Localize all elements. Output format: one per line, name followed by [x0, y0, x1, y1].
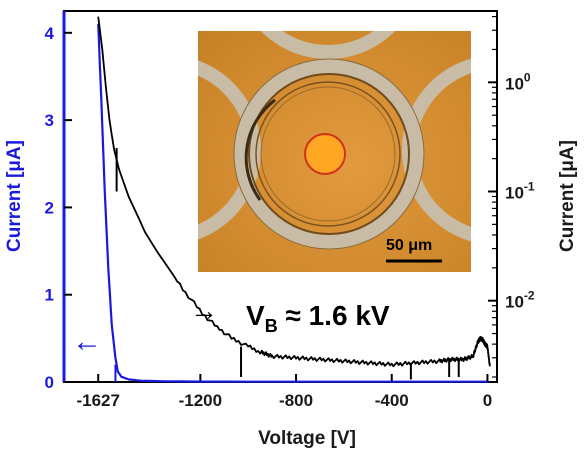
y-left-tick-label: 4 — [45, 24, 55, 43]
right-axis-arrow: → — [190, 295, 218, 326]
breakdown-voltage-label: VB ≈ 1.6 kV — [246, 300, 390, 336]
x-tick-label: -400 — [375, 391, 409, 410]
y-axis-left: 0 1 2 3 4 — [45, 24, 72, 392]
inset-scale-label: 50 μm — [386, 237, 432, 254]
left-axis-arrow: ← — [72, 325, 102, 358]
inset-center-dot — [304, 133, 346, 175]
inset-micrograph: 50 μm — [198, 31, 471, 272]
inset-ring-top — [260, 31, 396, 59]
inset-ring-outer-edge — [233, 58, 425, 250]
inset-ring-inner-2 — [260, 86, 396, 222]
inset-shadow-arc — [244, 98, 276, 201]
svg-text:VB ≈ 1.6 kV: VB ≈ 1.6 kV — [246, 300, 390, 336]
y-left-tick-label: 3 — [45, 111, 54, 130]
x-tick-label: 0 — [483, 391, 492, 410]
y-right-tick-label: 10-1 — [505, 180, 535, 203]
series-line-log — [97, 16, 491, 368]
x-axis-title: Voltage [V] — [258, 428, 356, 449]
y-axis-right: 10-2 10-1 100 — [488, 15, 535, 378]
inset-ring-inner-edge — [248, 73, 410, 235]
x-tick-label: -1627 — [76, 391, 119, 410]
inset-ring-inner — [255, 81, 401, 227]
x-tick-label: -1200 — [179, 391, 222, 410]
vb-value: ≈ 1.6 kV — [278, 300, 390, 331]
y-right-tick-label: 100 — [505, 70, 531, 93]
x-axis: -1627 -1200 -800 -400 0 — [76, 374, 492, 410]
y-axis-left-title: Current [μA] — [4, 140, 25, 252]
y-right-tick-label: 10-2 — [505, 289, 535, 312]
inset-ring-main — [234, 59, 424, 249]
series-line-linear — [97, 24, 488, 383]
series-layer — [97, 16, 491, 383]
y-axis-right-title: Current [μA] — [557, 140, 578, 252]
y-left-tick-label: 2 — [45, 198, 54, 217]
x-tick-label: -800 — [279, 391, 313, 410]
inset-ring-left — [198, 60, 261, 240]
vb-subscript: B — [265, 316, 278, 336]
y-left-tick-label: 0 — [45, 373, 54, 392]
y-left-tick-label: 1 — [45, 286, 54, 305]
vb-symbol: V — [246, 300, 265, 331]
